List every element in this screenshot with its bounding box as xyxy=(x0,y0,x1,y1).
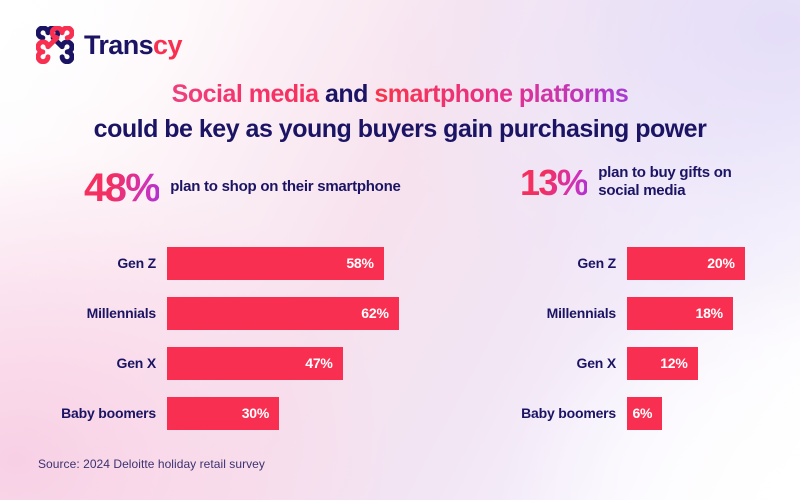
brand-logo: Transcy xyxy=(36,26,182,64)
transcy-logo-icon xyxy=(36,26,74,64)
bar-row: Gen Z 20% xyxy=(470,238,780,288)
bar-value-label: 47% xyxy=(305,355,333,371)
bar-value-label: 58% xyxy=(346,255,374,271)
bar-category-label: Gen X xyxy=(116,355,157,371)
bar-fill: 12% xyxy=(627,346,698,380)
bar-track: 30% xyxy=(167,396,466,430)
bar-category-label: Gen X xyxy=(576,355,617,371)
bar-value-label: 30% xyxy=(241,405,270,421)
bar-fill: 6% xyxy=(627,396,663,430)
bar-row: Baby boomers 6% xyxy=(470,388,780,438)
brand-wordmark: Transcy xyxy=(84,29,182,60)
bar-category-label: Gen Z xyxy=(117,255,156,271)
headline-segment-social-media: Social media xyxy=(171,80,319,108)
bar-chart-smartphone: Gen Z 58% Millennials 62% Gen X xyxy=(36,238,466,438)
headline-line-2: could be key as young buyers gain purcha… xyxy=(93,115,707,143)
bar-row: Millennials 62% xyxy=(36,288,466,338)
source-note: Source: 2024 Deloitte holiday retail sur… xyxy=(38,457,265,471)
bar-fill: 20% xyxy=(627,246,745,280)
bar-track: 18% xyxy=(627,296,780,330)
bar-track: 47% xyxy=(167,346,466,380)
headline: Social media and smartphone platforms co… xyxy=(0,78,800,145)
bar-category-label: Baby boomers xyxy=(61,405,156,421)
headline-segment-smartphone-platforms: smartphone platforms xyxy=(374,80,629,108)
stat-block-social-media: 13% plan to buy gifts on social media xyxy=(520,164,733,203)
bar-chart-social-media: Gen Z 20% Millennials 18% Gen X xyxy=(470,238,780,438)
stat-label-smartphone: plan to shop on their smartphone xyxy=(170,177,401,195)
stat-block-smartphone: 48% plan to shop on their smartphone xyxy=(84,168,401,208)
bar-category-label: Millennials xyxy=(546,305,617,321)
bar-row: Gen Z 58% xyxy=(36,238,466,288)
bar-row: Gen X 47% xyxy=(36,338,466,388)
stat-number-48: 48% xyxy=(84,166,161,210)
bar-track: 62% xyxy=(167,296,466,330)
bar-track: 20% xyxy=(627,246,780,280)
bar-fill: 58% xyxy=(167,246,384,280)
bar-fill: 30% xyxy=(167,396,280,430)
bar-category-label: Millennials xyxy=(86,305,157,321)
bar-value-label: 12% xyxy=(660,355,688,371)
bar-row: Gen X 12% xyxy=(470,338,780,388)
bar-value-label: 20% xyxy=(707,255,735,271)
bar-track: 12% xyxy=(627,346,780,380)
bar-row: Baby boomers 30% xyxy=(36,388,466,438)
headline-line-1: Social media and smartphone platforms xyxy=(0,78,800,110)
bar-value-label: 18% xyxy=(695,305,724,321)
bar-category-label: Gen Z xyxy=(577,255,616,271)
bar-row: Millennials 18% xyxy=(470,288,780,338)
brand-name-part-2: cy xyxy=(153,29,182,60)
bar-track: 58% xyxy=(167,246,466,280)
bar-value-label: 62% xyxy=(361,305,389,321)
bar-fill: 18% xyxy=(627,296,733,330)
bar-track: 6% xyxy=(627,396,780,430)
bar-fill: 47% xyxy=(167,346,343,380)
brand-name-part-1: Trans xyxy=(84,29,154,60)
bar-value-label: 6% xyxy=(632,405,653,421)
stat-label-social-media: plan to buy gifts on social media xyxy=(598,164,732,200)
stat-number-13: 13% xyxy=(520,162,589,204)
bar-fill: 62% xyxy=(167,296,399,330)
headline-segment-and: and xyxy=(324,80,368,108)
bar-category-label: Baby boomers xyxy=(521,405,616,421)
